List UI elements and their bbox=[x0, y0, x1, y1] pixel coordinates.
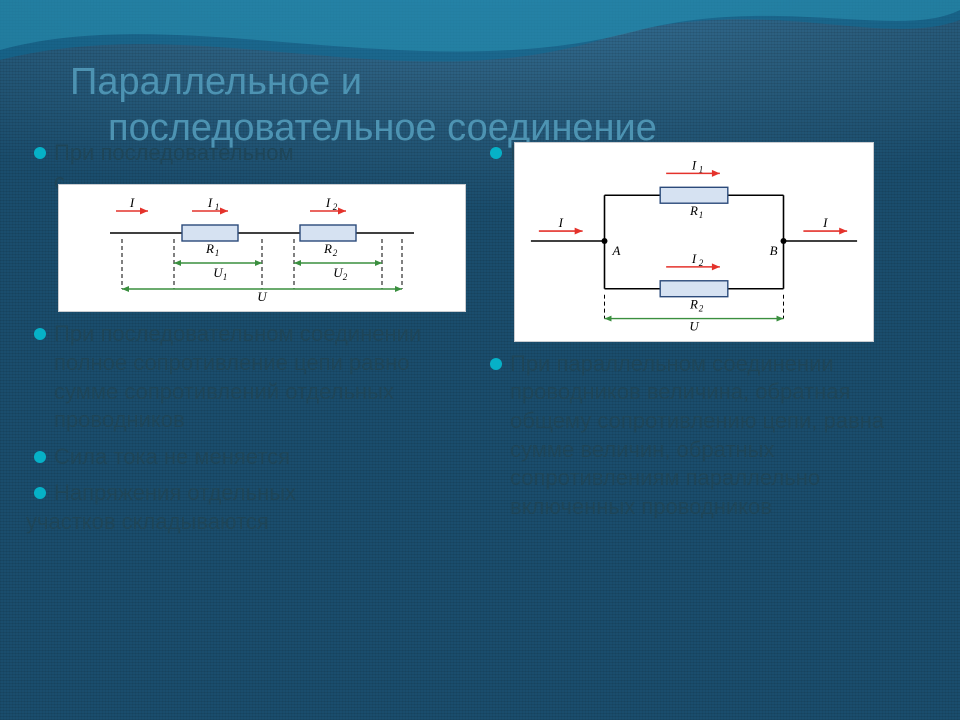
bullet-icon bbox=[34, 328, 46, 340]
svg-text:I: I bbox=[129, 195, 135, 210]
svg-text:2: 2 bbox=[333, 248, 338, 258]
bullet-series-2: Сила тока не меняется bbox=[34, 443, 474, 472]
svg-text:I: I bbox=[691, 251, 697, 266]
column-parallel: При параллельном III1I2R1R2UAB При парал… bbox=[486, 131, 930, 544]
svg-text:R: R bbox=[323, 241, 332, 256]
svg-text:B: B bbox=[770, 243, 778, 258]
series-text-3b: участков складываются bbox=[26, 508, 296, 537]
parallel-text-1: При параллельном соединении проводников … bbox=[510, 350, 930, 522]
svg-text:2: 2 bbox=[699, 258, 704, 268]
svg-text:2: 2 bbox=[333, 202, 338, 212]
svg-text:I: I bbox=[822, 215, 828, 230]
bullet-series-3: Напряжения отдельных участков складывают… bbox=[34, 479, 474, 536]
svg-text:1: 1 bbox=[699, 210, 704, 220]
svg-text:U: U bbox=[257, 289, 268, 303]
svg-text:R: R bbox=[205, 241, 214, 256]
bullet-icon bbox=[34, 451, 46, 463]
parallel-diagram: III1I2R1R2UAB bbox=[514, 142, 874, 342]
column-series: При последовательном с II1I2R1R2U1U2U Пр… bbox=[30, 131, 474, 544]
series-text-1: При последовательном соединении полное с… bbox=[54, 320, 474, 434]
svg-text:U: U bbox=[689, 319, 700, 334]
bullet-icon bbox=[490, 147, 502, 159]
bullet-parallel-1: При параллельном соединении проводников … bbox=[490, 350, 930, 522]
series-text-2: Сила тока не меняется bbox=[54, 443, 290, 472]
svg-text:1: 1 bbox=[215, 202, 220, 212]
bullet-icon bbox=[34, 147, 46, 159]
bullet-icon bbox=[490, 358, 502, 370]
series-heading-l1: При последовательном bbox=[54, 139, 294, 168]
svg-text:R: R bbox=[689, 203, 698, 218]
bullet-series-1: При последовательном соединении полное с… bbox=[34, 320, 474, 434]
svg-text:2: 2 bbox=[343, 272, 348, 282]
series-diagram: II1I2R1R2U1U2U bbox=[58, 184, 466, 312]
svg-text:I: I bbox=[207, 195, 213, 210]
svg-text:I: I bbox=[691, 158, 697, 173]
svg-text:I: I bbox=[558, 215, 564, 230]
svg-text:2: 2 bbox=[699, 304, 704, 314]
svg-text:I: I bbox=[325, 195, 331, 210]
slide-content: Параллельное и последовательное соединен… bbox=[0, 0, 960, 720]
svg-text:1: 1 bbox=[215, 248, 220, 258]
bullet-icon bbox=[34, 487, 46, 499]
series-text-3a: Напряжения отдельных bbox=[54, 479, 296, 508]
svg-text:1: 1 bbox=[223, 272, 228, 282]
slide-title-line1: Параллельное и bbox=[70, 60, 930, 106]
svg-text:A: A bbox=[611, 243, 620, 258]
svg-text:R: R bbox=[689, 297, 698, 312]
svg-text:1: 1 bbox=[699, 165, 704, 175]
